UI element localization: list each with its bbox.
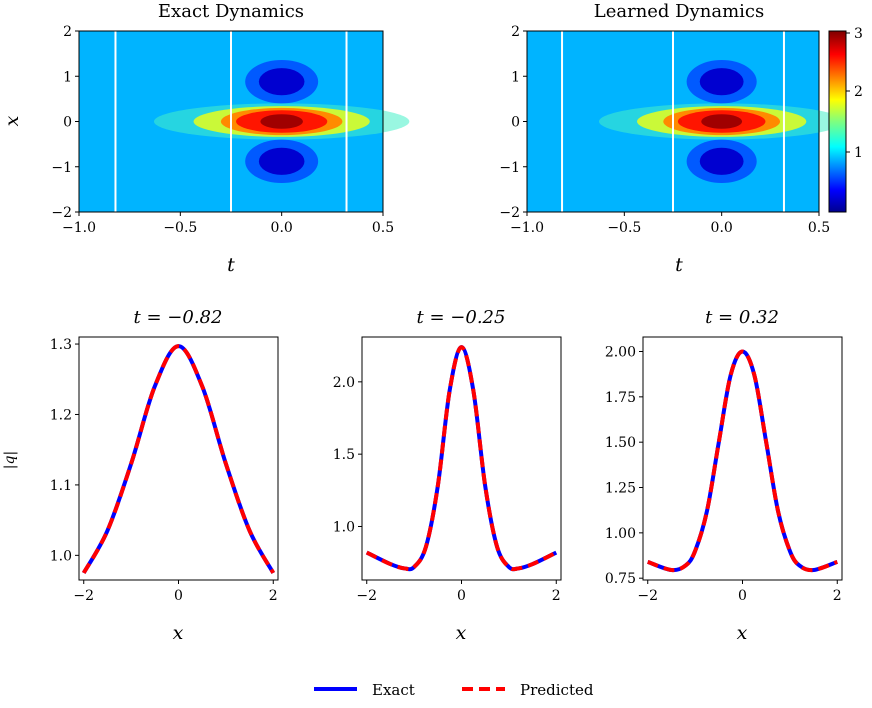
- heatmap-exact-snapshot-lines: [114, 31, 348, 212]
- legend-predicted-label: Predicted: [520, 681, 594, 699]
- ytick-label-3: 1: [511, 69, 520, 85]
- colorbar-tick-2-label: 2: [854, 84, 863, 100]
- profile-panel-3-lines: [647, 349, 838, 573]
- ytick-label-1: 1.1: [50, 478, 72, 494]
- profile-panel-1-frame: [78, 336, 279, 581]
- ytick-label-4: 1.75: [605, 390, 636, 406]
- profile-panel-1-ylabel: |q|: [2, 451, 18, 469]
- ytick-label-2: 0: [511, 115, 520, 131]
- colorbar-tick-1-label: 1: [854, 145, 863, 161]
- ytick-label-4: 2: [511, 24, 520, 40]
- ytick-label-2: 1.25: [605, 481, 636, 497]
- heatmap-trough-inner-upper: [699, 68, 744, 96]
- ytick-label-3: 1.3: [50, 337, 72, 353]
- colorbar-tick-3-label: 3: [854, 26, 863, 42]
- ytick-label-1: 1.00: [605, 526, 636, 542]
- xtick-label-2: 0.0: [271, 220, 293, 236]
- profile-panel-2-xlabel: x: [456, 622, 467, 644]
- profile-panel-3: −2 0 2 0.75 1.00 1.25 1.50 1.75 2.00 t = 0.32 x: [605, 307, 843, 644]
- heatmap-dark-core: [701, 114, 743, 129]
- ytick-label-3: 1.50: [605, 435, 636, 451]
- xtick-label-0: −2: [73, 588, 94, 604]
- ytick-label-0: 1.0: [50, 548, 72, 564]
- heatmap-exact-xlabel: t: [227, 254, 235, 276]
- heatmap-exact-field: [153, 59, 410, 184]
- heatmap-learned-ticks: −1.0 −0.5 0.0 0.5 −2 −1 0 1 2: [499, 24, 830, 236]
- ytick-label-1: 1.5: [333, 447, 355, 463]
- xtick-label-1: −0.5: [607, 220, 641, 236]
- ytick-label-1: −1: [499, 160, 520, 176]
- xtick-label-3: 0.5: [808, 220, 830, 236]
- xtick-label-2: 0.0: [711, 220, 733, 236]
- heatmap-learned-snapshot-lines: [561, 31, 785, 212]
- profile-panel-2-title: t = −0.25: [417, 307, 506, 328]
- profile-panel-2: −2 0 2 1.0 1.5 2.0 t = −0.25 x: [333, 307, 562, 644]
- ytick-label-4: 2: [63, 24, 72, 40]
- series-exact-line: [81, 344, 276, 574]
- series-predicted-line: [81, 344, 276, 574]
- heatmap-trough-inner-lower: [258, 147, 305, 175]
- ytick-label-1: −1: [51, 160, 72, 176]
- legend: Exact Predicted: [314, 681, 594, 699]
- xtick-label-2: 2: [552, 588, 561, 604]
- series-predicted-line: [647, 349, 838, 573]
- legend-exact-label: Exact: [372, 681, 415, 699]
- colorbar-gradient: [828, 30, 847, 213]
- ytick-label-0: −2: [499, 205, 520, 221]
- heatmap-learned-title: Learned Dynamics: [594, 1, 765, 22]
- series-predicted-line: [365, 345, 558, 572]
- xtick-label-1: 0: [457, 588, 466, 604]
- ytick-label-3: 1: [63, 69, 72, 85]
- profile-panel-1-ticks: −2 0 2 1.0 1.1 1.2 1.3: [50, 337, 278, 604]
- heatmap-learned: −1.0 −0.5 0.0 0.5 −2 −1 0 1 2 Learned Dynamics t: [499, 1, 845, 276]
- heatmap-exact-title: Exact Dynamics: [158, 1, 304, 22]
- xtick-label-1: −0.5: [163, 220, 197, 236]
- ytick-label-2: 2.0: [333, 375, 355, 391]
- heatmap-exact: −1.0 −0.5 0.0 0.5 −2 −1 0 1 2 Exact Dynamics t x: [1, 1, 410, 276]
- xtick-label-1: 0: [738, 588, 747, 604]
- ytick-label-0: −2: [51, 205, 72, 221]
- xtick-label-1: 0: [174, 588, 183, 604]
- profile-panel-1: −2 0 2 1.0 1.1 1.2 1.3 t = −0.82 x |q|: [2, 307, 279, 644]
- series-exact-line: [647, 349, 838, 573]
- xtick-label-0: −1.0: [62, 220, 96, 236]
- heatmap-trough-inner-lower: [699, 147, 744, 175]
- profile-panel-1-title: t = −0.82: [134, 307, 223, 328]
- profile-panel-3-frame: [642, 336, 843, 581]
- colorbar: 1 2 3: [828, 26, 863, 213]
- ytick-label-5: 2.00: [605, 345, 636, 361]
- heatmap-trough-inner-upper: [258, 68, 305, 96]
- profile-panel-2-lines: [365, 345, 558, 572]
- ytick-label-0: 1.0: [333, 519, 355, 535]
- profile-panel-3-title: t = 0.32: [705, 307, 779, 328]
- xtick-label-0: −1.0: [510, 220, 544, 236]
- xtick-label-2: 2: [269, 588, 278, 604]
- ytick-label-2: 0: [63, 115, 72, 131]
- xtick-label-3: 0.5: [372, 220, 394, 236]
- xtick-label-0: −2: [637, 588, 658, 604]
- ytick-label-0: 0.75: [605, 571, 636, 587]
- series-exact-line: [365, 345, 558, 572]
- xtick-label-0: −2: [356, 588, 377, 604]
- profile-panel-2-ticks: −2 0 2 1.0 1.5 2.0: [333, 375, 561, 604]
- ytick-label-2: 1.2: [50, 407, 72, 423]
- profile-panel-1-lines: [81, 344, 276, 574]
- profile-panel-1-xlabel: x: [173, 622, 184, 644]
- heatmap-exact-ticks: −1.0 −0.5 0.0 0.5 −2 −1 0 1 2: [51, 24, 394, 236]
- heatmap-learned-xlabel: t: [675, 254, 683, 276]
- profile-panel-2-frame: [361, 336, 562, 581]
- heatmap-exact-ylabel: x: [1, 115, 23, 126]
- profile-panel-3-ticks: −2 0 2 0.75 1.00 1.25 1.50 1.75 2.00: [605, 345, 842, 604]
- profile-panel-3-xlabel: x: [737, 622, 748, 644]
- heatmap-dark-core: [260, 114, 303, 129]
- xtick-label-2: 2: [833, 588, 842, 604]
